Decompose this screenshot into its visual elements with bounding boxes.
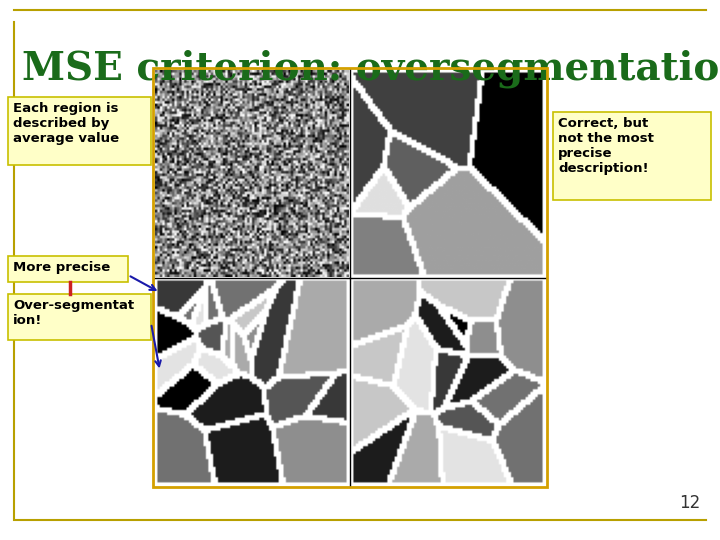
Text: More precise: More precise (13, 261, 110, 274)
Text: MSE criterion: oversegmentation: MSE criterion: oversegmentation (22, 50, 720, 89)
Text: Correct, but
not the most
precise
description!: Correct, but not the most precise descri… (558, 117, 654, 175)
Text: Each region is
described by
average value: Each region is described by average valu… (13, 102, 119, 145)
FancyBboxPatch shape (8, 256, 128, 282)
FancyBboxPatch shape (8, 97, 151, 165)
Bar (153, 68, 547, 487)
FancyBboxPatch shape (553, 112, 711, 200)
Text: Over-segmentat
ion!: Over-segmentat ion! (13, 299, 134, 327)
FancyBboxPatch shape (8, 294, 151, 340)
Text: 12: 12 (679, 494, 700, 512)
